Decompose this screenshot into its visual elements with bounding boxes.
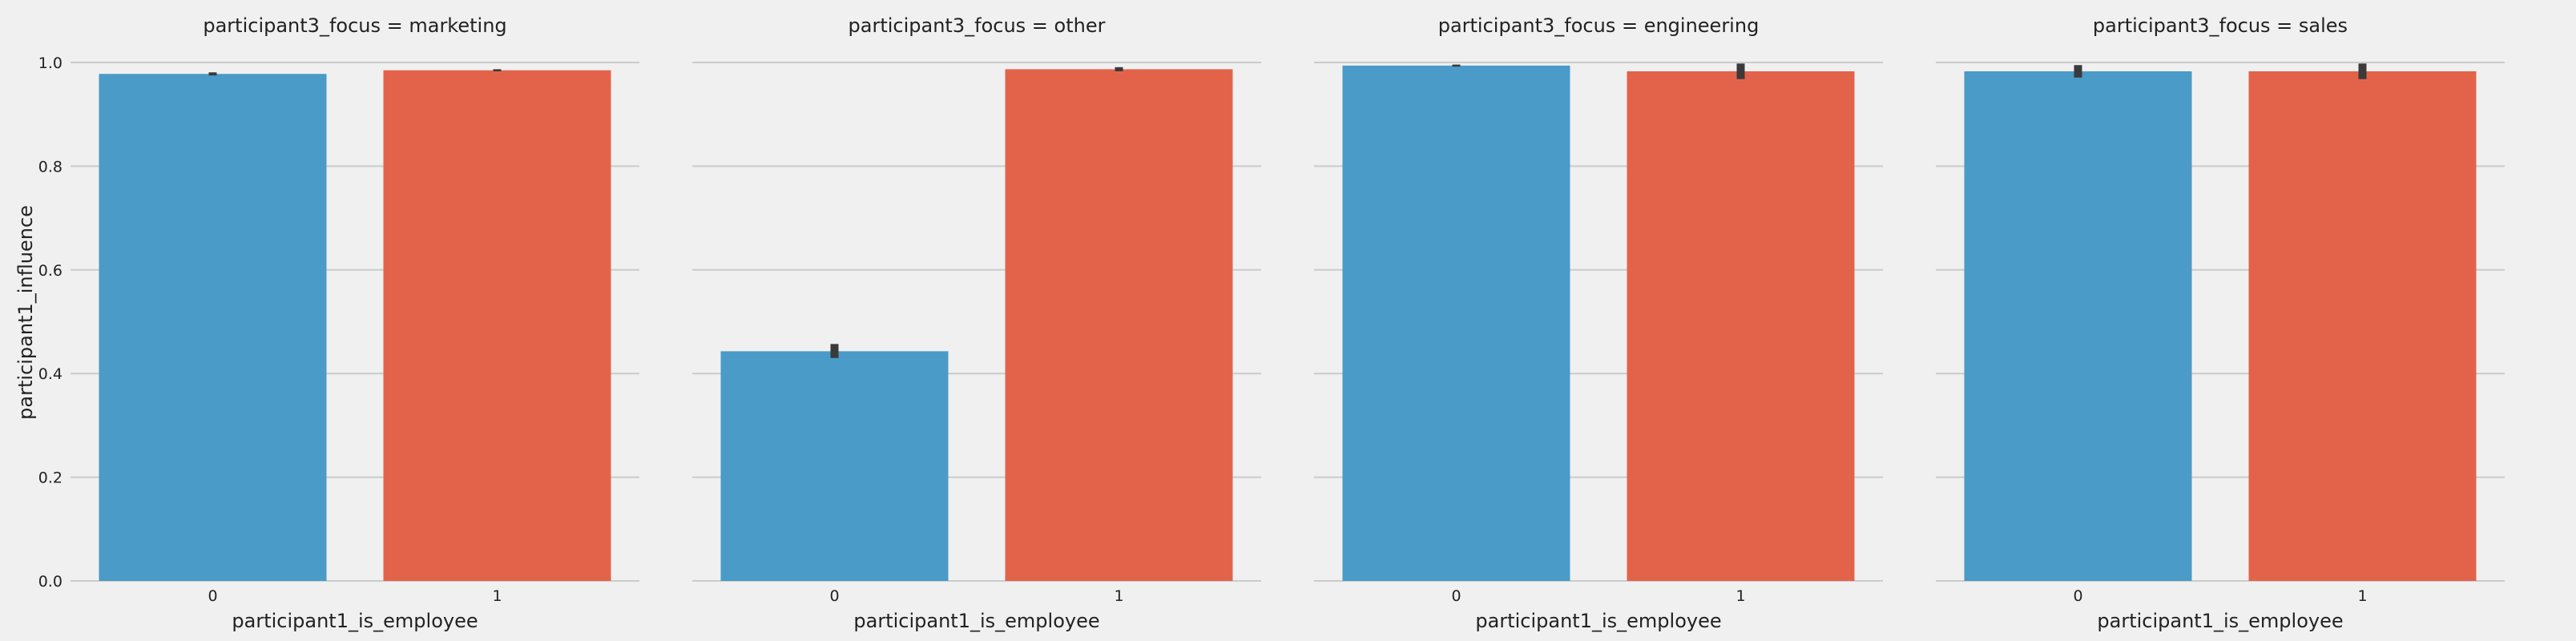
bar: [383, 70, 611, 581]
bar: [1627, 71, 1855, 581]
panel-title: participant3_focus = sales: [2093, 14, 2348, 37]
bar: [2248, 71, 2477, 581]
panel-title: participant3_focus = engineering: [1438, 14, 1760, 37]
y-tick-label: 0.8: [38, 158, 62, 175]
y-tick-label: 0.6: [38, 262, 62, 280]
x-axis-label: participant1_is_employee: [853, 610, 1099, 632]
panel-title: participant3_focus = other: [849, 14, 1106, 37]
y-tick-label: 0.4: [38, 365, 62, 383]
y-tick-label: 0.0: [38, 573, 62, 591]
x-axis-label: participant1_is_employee: [1475, 610, 1721, 632]
y-tick-label: 1.0: [38, 54, 62, 72]
bar: [1342, 65, 1570, 581]
bar: [99, 74, 327, 581]
bar: [1005, 69, 1233, 581]
x-tick-label: 0: [2073, 587, 2082, 605]
x-tick-label: 0: [829, 587, 839, 605]
x-tick-label: 0: [208, 587, 217, 605]
bar: [1964, 71, 2192, 581]
x-tick-label: 0: [1451, 587, 1461, 605]
x-tick-label: 1: [2357, 587, 2367, 605]
x-tick-label: 1: [1735, 587, 1745, 605]
bar: [720, 351, 949, 581]
x-axis-label: participant1_is_employee: [2097, 610, 2343, 632]
x-axis-label: participant1_is_employee: [232, 610, 478, 632]
y-tick-label: 0.2: [38, 470, 62, 487]
y-axis-label: participant1_influence: [14, 205, 37, 420]
x-tick-label: 1: [492, 587, 502, 605]
x-tick-label: 1: [1114, 587, 1123, 605]
panel-title: participant3_focus = marketing: [203, 14, 506, 37]
